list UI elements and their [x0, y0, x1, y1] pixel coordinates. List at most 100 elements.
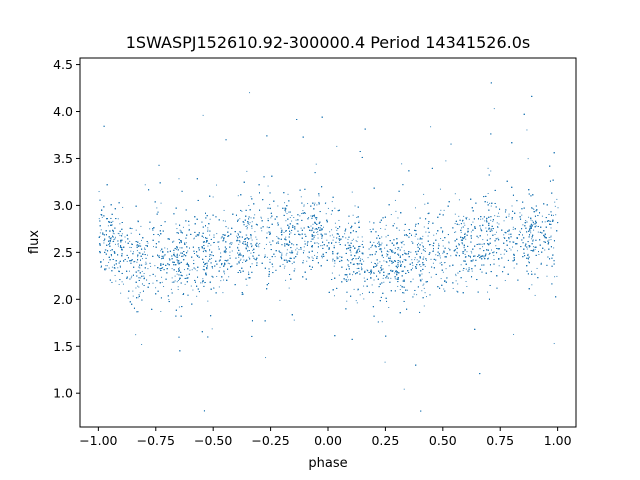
data-point: [241, 294, 243, 296]
data-point: [119, 223, 121, 225]
data-point: [376, 242, 378, 244]
data-point: [528, 216, 530, 218]
data-point: [250, 252, 252, 254]
data-point: [269, 204, 271, 206]
data-point: [295, 249, 297, 251]
data-point: [493, 108, 495, 110]
data-point: [468, 267, 470, 269]
data-point: [224, 220, 226, 222]
data-point: [530, 230, 532, 232]
data-point: [223, 279, 225, 281]
data-point: [390, 277, 392, 279]
data-point: [187, 250, 189, 252]
data-point: [251, 244, 253, 246]
data-point: [370, 273, 371, 275]
data-point: [255, 236, 257, 238]
data-point: [338, 241, 340, 243]
data-point: [344, 279, 346, 281]
data-point: [138, 286, 140, 288]
data-point: [379, 271, 381, 273]
data-point: [260, 217, 262, 219]
data-point: [103, 242, 105, 244]
data-point: [513, 267, 515, 269]
data-point: [137, 244, 139, 246]
data-point: [281, 252, 283, 254]
data-point: [381, 265, 383, 267]
data-point: [321, 245, 323, 247]
data-point: [185, 263, 187, 265]
data-point: [401, 163, 403, 165]
data-point: [432, 262, 434, 264]
data-point: [512, 241, 514, 243]
data-point: [317, 231, 319, 233]
data-point: [307, 203, 309, 205]
data-point: [122, 283, 124, 285]
data-point: [552, 220, 554, 222]
data-point: [470, 250, 472, 252]
data-point: [421, 252, 423, 254]
data-point: [381, 269, 383, 271]
data-point: [535, 225, 537, 227]
data-point: [381, 236, 383, 238]
data-point: [556, 275, 558, 277]
data-point: [265, 243, 267, 245]
data-point: [382, 268, 384, 270]
data-point: [481, 243, 483, 245]
data-point: [421, 278, 423, 280]
data-point: [504, 280, 506, 282]
data-point: [403, 388, 405, 390]
data-point: [287, 260, 289, 262]
data-point: [208, 242, 210, 244]
data-point: [191, 269, 193, 271]
data-point: [470, 231, 472, 233]
data-point: [183, 269, 185, 271]
data-point: [470, 257, 471, 259]
data-point: [186, 274, 188, 276]
data-point: [414, 235, 416, 237]
data-point: [496, 238, 498, 240]
data-point: [509, 247, 511, 249]
data-point: [512, 228, 514, 230]
data-point: [118, 233, 120, 235]
data-point: [139, 292, 141, 294]
data-point: [533, 229, 535, 231]
data-point: [503, 234, 505, 236]
data-point: [225, 252, 227, 254]
data-point: [110, 237, 112, 239]
data-point: [177, 288, 179, 290]
data-point: [363, 277, 365, 279]
data-point: [152, 282, 154, 284]
data-point: [414, 257, 416, 259]
data-point: [418, 273, 420, 275]
data-point: [158, 255, 160, 256]
data-point: [424, 292, 426, 294]
data-point: [452, 287, 454, 289]
data-point: [498, 223, 500, 225]
data-point: [427, 235, 429, 237]
data-point: [331, 201, 333, 203]
data-point: [231, 243, 233, 245]
data-point: [316, 204, 318, 206]
data-point: [369, 221, 371, 223]
data-point: [495, 238, 497, 240]
data-point: [381, 321, 383, 323]
data-point: [105, 265, 107, 267]
data-point: [150, 265, 152, 267]
data-point: [382, 256, 384, 258]
data-point: [394, 278, 396, 280]
data-point: [239, 240, 241, 242]
data-point: [380, 270, 382, 272]
data-point: [349, 246, 351, 248]
data-point: [417, 238, 419, 240]
data-point: [454, 193, 456, 195]
data-point: [416, 294, 418, 296]
data-point: [243, 259, 245, 261]
data-point: [388, 265, 390, 267]
data-point: [418, 248, 420, 250]
data-point: [317, 252, 319, 254]
data-point: [112, 241, 114, 243]
data-point: [335, 226, 337, 228]
data-point: [266, 256, 268, 258]
data-point: [531, 238, 533, 240]
data-point: [468, 218, 470, 220]
